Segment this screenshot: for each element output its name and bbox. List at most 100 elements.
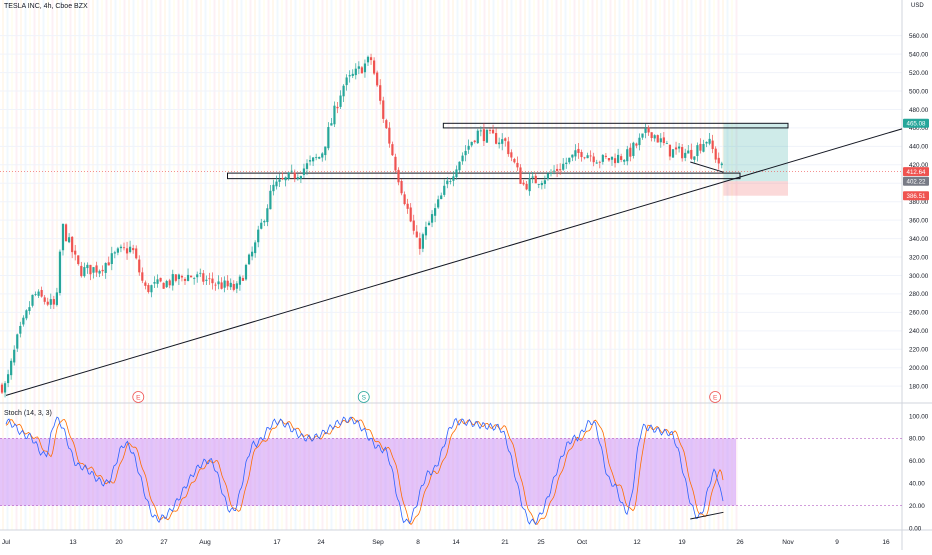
candle bbox=[244, 263, 248, 281]
stoch-tick-label: 100.00 bbox=[909, 413, 929, 420]
session-stripe bbox=[618, 0, 621, 530]
candle-body bbox=[31, 294, 34, 306]
candle-body bbox=[674, 147, 678, 150]
candle-body bbox=[171, 274, 174, 286]
session-stripe bbox=[56, 0, 58, 530]
session-stripe bbox=[6, 0, 9, 530]
time-tick-label: Oct bbox=[577, 539, 587, 546]
candle-body bbox=[217, 281, 220, 285]
candle bbox=[653, 134, 656, 142]
candle bbox=[315, 153, 318, 161]
candle-body bbox=[662, 137, 665, 143]
candle-body bbox=[717, 157, 720, 164]
candle bbox=[427, 220, 431, 226]
candle-body bbox=[540, 183, 543, 186]
session-stripe bbox=[578, 0, 580, 530]
candle bbox=[177, 273, 180, 286]
candle bbox=[275, 175, 278, 190]
candle bbox=[22, 315, 25, 327]
session-stripe bbox=[474, 0, 477, 530]
candle bbox=[684, 148, 687, 162]
candle bbox=[641, 133, 644, 140]
candle bbox=[458, 161, 461, 173]
candle-body bbox=[278, 179, 281, 182]
time-tick-label: 24 bbox=[317, 539, 325, 546]
price-tick-label: 540.00 bbox=[909, 51, 929, 58]
candle-body bbox=[510, 152, 513, 158]
candle-body bbox=[635, 143, 638, 146]
candle bbox=[247, 253, 251, 265]
session-stripe bbox=[96, 0, 99, 530]
candle-body bbox=[418, 238, 421, 249]
session-stripe bbox=[330, 0, 333, 530]
session-stripe bbox=[231, 0, 234, 530]
event-marker[interactable]: S bbox=[357, 391, 370, 403]
candle-body bbox=[479, 130, 482, 132]
candle-body bbox=[107, 262, 110, 266]
candle-body bbox=[165, 281, 168, 288]
session-stripe bbox=[542, 0, 544, 530]
candle-body bbox=[376, 72, 379, 86]
candle bbox=[266, 204, 269, 227]
candle bbox=[674, 141, 678, 155]
candle-body bbox=[443, 185, 446, 195]
candle bbox=[373, 57, 376, 76]
candle bbox=[199, 268, 202, 277]
target-price-badge-text: 465.08 bbox=[907, 121, 926, 128]
session-stripe bbox=[533, 0, 535, 530]
candle bbox=[214, 282, 217, 291]
session-stripe bbox=[303, 0, 306, 530]
candle bbox=[129, 240, 132, 254]
candle-body bbox=[61, 223, 65, 251]
candle bbox=[168, 278, 171, 289]
candle bbox=[449, 178, 452, 185]
trendline bbox=[5, 128, 903, 396]
session-stripe bbox=[546, 0, 549, 530]
session-stripe bbox=[110, 0, 112, 530]
candle bbox=[238, 274, 241, 291]
candle-body bbox=[25, 310, 28, 319]
candle bbox=[34, 291, 37, 297]
candle bbox=[574, 144, 577, 161]
candle bbox=[702, 139, 705, 153]
candle bbox=[171, 269, 174, 291]
session-stripe bbox=[470, 0, 472, 530]
candle bbox=[336, 102, 339, 114]
candle-body bbox=[193, 278, 196, 280]
candle-body bbox=[19, 325, 22, 334]
candle bbox=[577, 143, 580, 159]
candle bbox=[147, 283, 150, 294]
candle-body bbox=[10, 360, 13, 376]
candle bbox=[293, 169, 296, 183]
candle bbox=[665, 140, 668, 145]
session-stripe bbox=[258, 0, 261, 530]
session-stripe bbox=[506, 0, 508, 530]
session-stripe bbox=[380, 0, 382, 530]
event-marker[interactable]: E bbox=[709, 391, 722, 403]
candle bbox=[473, 139, 476, 144]
candle-body bbox=[583, 157, 586, 159]
session-stripe bbox=[650, 0, 652, 530]
candle bbox=[19, 321, 22, 338]
candle bbox=[516, 156, 519, 171]
candle bbox=[589, 150, 592, 162]
session-stripe bbox=[119, 0, 121, 530]
candle bbox=[668, 144, 672, 161]
session-stripe bbox=[672, 0, 675, 530]
candle-body bbox=[574, 150, 577, 157]
session-stripe bbox=[735, 0, 738, 530]
event-marker[interactable]: E bbox=[132, 391, 145, 403]
candle-body bbox=[513, 158, 516, 163]
candle-body bbox=[693, 156, 696, 160]
time-tick-label: 21 bbox=[501, 539, 509, 546]
candle bbox=[568, 157, 571, 165]
session-stripe bbox=[15, 0, 18, 530]
candle bbox=[437, 195, 440, 209]
candle bbox=[406, 198, 409, 214]
candle-body bbox=[577, 148, 580, 153]
candle-body bbox=[373, 60, 376, 74]
candle bbox=[482, 123, 485, 147]
stoch-band bbox=[0, 438, 736, 506]
